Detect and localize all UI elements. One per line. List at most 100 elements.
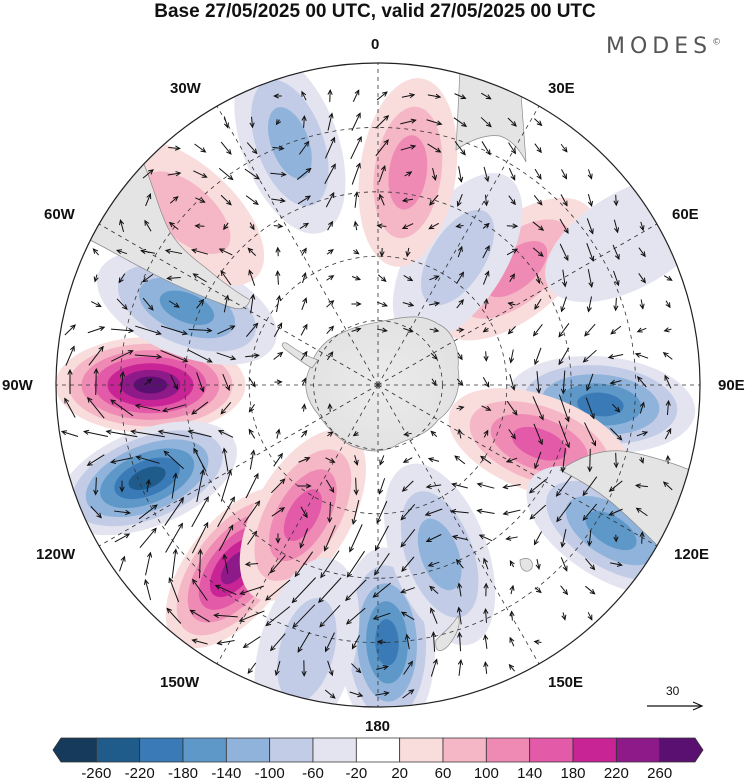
colorbar-tick-label: 20: [391, 765, 408, 782]
wind-vector: [587, 530, 593, 547]
wind-vector: [217, 496, 235, 528]
wind-vector: [456, 606, 462, 625]
wind-vector: [561, 269, 568, 288]
wind-vector: [195, 197, 206, 203]
wind-vector: [218, 168, 234, 181]
wind-vector: [119, 480, 125, 493]
wind-vector: [587, 193, 594, 208]
wind-vector: [191, 248, 208, 255]
wind-vector: [401, 480, 414, 492]
meridian-line: [377, 105, 540, 386]
wind-vector: [665, 454, 671, 465]
anomaly-center-6: [384, 463, 496, 646]
wind-vector: [613, 194, 619, 207]
map-border: [55, 62, 701, 708]
wind-vector: [64, 324, 76, 336]
wind-vector: [326, 275, 335, 281]
wind-vector: [191, 638, 208, 645]
wind-vector: [428, 222, 440, 230]
wind-vector: [345, 607, 366, 625]
wind-vector: [353, 249, 360, 255]
wind-vector: [161, 404, 186, 413]
wind-vector: [508, 195, 516, 206]
wind-vector: [142, 169, 154, 179]
wind-vector: [454, 141, 466, 156]
wind-vector: [587, 269, 594, 288]
colorbar-cell: [225, 737, 271, 763]
wind-vector: [586, 373, 594, 392]
wind-vector: [166, 607, 182, 624]
wind-vector: [424, 508, 443, 517]
wind-vector: [299, 528, 309, 549]
wind-vector: [223, 222, 229, 231]
wind-vector: [560, 296, 567, 313]
wind-vector: [188, 327, 213, 334]
colorbar-cell: [442, 737, 487, 763]
wind-vector: [665, 399, 671, 416]
wind-vector: [555, 475, 572, 497]
wind-vector: [376, 223, 387, 229]
wind-vector: [247, 530, 258, 545]
wind-vector: [509, 273, 516, 283]
anomaly-contour-1-5: [128, 466, 166, 491]
wind-vector: [273, 452, 283, 467]
wind-vector: [220, 401, 232, 415]
wind-vector: [119, 370, 126, 393]
wind-vector: [345, 579, 367, 602]
meridian-line: [377, 384, 658, 547]
wind-vector: [196, 372, 205, 393]
wind-vector: [483, 351, 489, 362]
colorbar-tick-label: 100: [473, 765, 499, 782]
longitude-label-0: 0: [371, 36, 380, 53]
colorbar-cell: [399, 737, 444, 763]
wind-vector: [223, 294, 230, 313]
longitude-label-90e: 90E: [718, 377, 745, 394]
wind-vector: [535, 559, 541, 570]
wind-vector: [247, 247, 257, 256]
wind-vector: [135, 455, 160, 464]
wind-vector: [265, 579, 291, 601]
wind-vector: [560, 194, 568, 207]
colorbar-cell: [572, 737, 617, 763]
wind-vector: [351, 112, 361, 131]
wind-vector: [351, 500, 360, 525]
wind-vector: [401, 556, 415, 573]
wind-vector: [300, 429, 308, 438]
wind-vector: [636, 431, 649, 437]
wind-vector: [119, 219, 125, 232]
wind-vector: [300, 350, 308, 361]
wind-vector: [400, 611, 415, 621]
wind-vector: [508, 663, 515, 672]
wind-vector: [430, 352, 438, 360]
wind-vector: [534, 168, 542, 180]
wind-vector: [480, 117, 492, 128]
wind-vector: [142, 273, 154, 283]
wind-vector: [560, 529, 567, 548]
wind-vector: [327, 660, 334, 677]
africa-landmass: [455, 69, 527, 163]
wind-vector: [586, 218, 594, 235]
wind-vector: [400, 504, 416, 521]
wind-vector: [612, 403, 621, 413]
wind-vector: [612, 244, 620, 261]
wind-vector: [144, 219, 152, 232]
wind-vector: [217, 430, 234, 438]
wind-vector: [610, 561, 623, 567]
wind-vector: [529, 504, 547, 520]
wind-vector: [506, 223, 519, 229]
wind-vector: [274, 379, 283, 385]
wind-vector: [274, 660, 281, 677]
wind-vector: [532, 396, 544, 421]
wind-vector: [403, 431, 412, 437]
wind-vector: [455, 223, 464, 229]
wind-vector: [639, 299, 645, 310]
wind-vector: [145, 193, 152, 207]
wind-vector: [296, 167, 312, 180]
wind-vector: [456, 193, 463, 207]
wind-vector: [483, 166, 490, 183]
wind-vector: [429, 327, 440, 333]
wind-vector: [402, 457, 413, 463]
wind-vector: [92, 248, 100, 256]
wind-vector: [662, 481, 673, 491]
wind-vector: [300, 323, 308, 336]
